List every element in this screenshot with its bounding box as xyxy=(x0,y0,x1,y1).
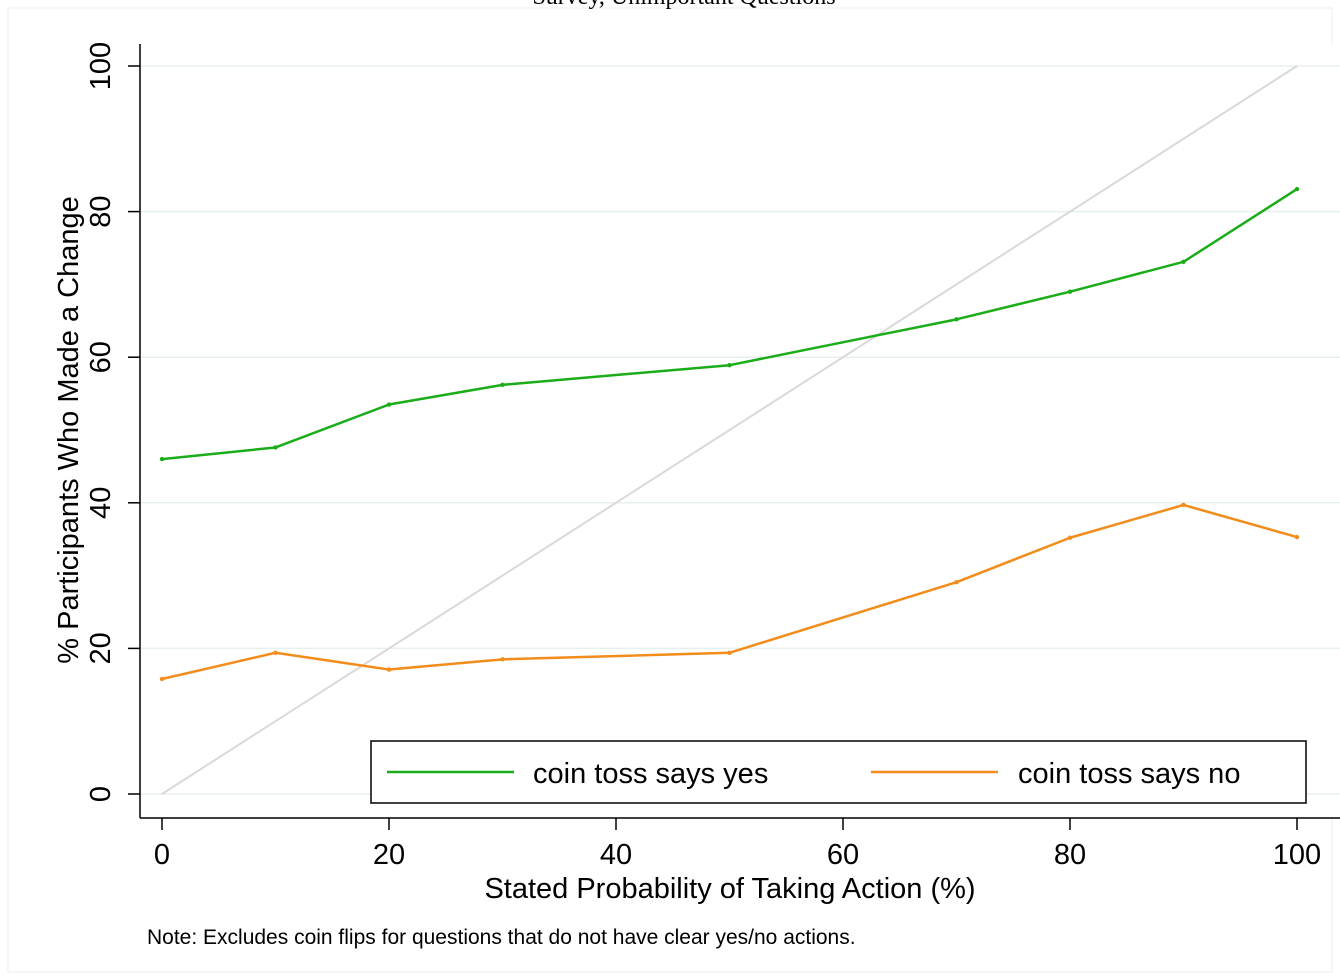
data-point-no-100 xyxy=(1294,534,1300,540)
y-tick-label-60: 60 xyxy=(85,341,117,373)
data-point-yes-100 xyxy=(1294,186,1300,192)
data-point-yes-30 xyxy=(500,382,505,388)
x-tick-label-80: 80 xyxy=(1054,839,1086,871)
x-axis-label: Stated Probability of Taking Action (%) xyxy=(484,873,975,905)
y-tick-label-40: 40 xyxy=(85,487,117,519)
legend-label-yes: coin toss says yes xyxy=(533,758,768,790)
legend-box xyxy=(370,740,1307,804)
data-point-no-70 xyxy=(954,579,959,585)
legend: coin toss says yes coin toss says no xyxy=(370,740,1307,804)
x-tick-label-0: 0 xyxy=(154,839,170,871)
chart-title: Survey, Unimportant Questions xyxy=(532,0,835,10)
data-point-no-80 xyxy=(1067,535,1073,540)
data-point-no-90 xyxy=(1181,502,1186,508)
data-point-no-30 xyxy=(500,657,505,662)
data-point-yes-70 xyxy=(954,317,959,322)
data-point-yes-20 xyxy=(386,402,392,407)
data-point-yes-80 xyxy=(1067,289,1073,294)
data-point-no-10 xyxy=(273,650,278,655)
reference-line xyxy=(161,65,1298,795)
y-tick-label-80: 80 xyxy=(85,195,117,227)
x-tick-label-60: 60 xyxy=(827,839,859,871)
data-point-yes-10 xyxy=(273,445,278,450)
x-tick-label-100: 100 xyxy=(1273,839,1321,871)
data-point-yes-0 xyxy=(159,456,165,462)
y-tick-label-100: 100 xyxy=(85,42,117,90)
chart-note: Note: Excludes coin flips for questions … xyxy=(147,926,856,949)
reference-diagonal xyxy=(161,65,1298,795)
x-ticks: 0 20 40 60 80 100 xyxy=(154,818,1321,871)
data-point-yes-50 xyxy=(727,363,732,368)
y-ticks: 0 20 40 60 80 100 xyxy=(85,42,140,802)
legend-label-no: coin toss says no xyxy=(1018,758,1240,790)
data-point-no-20 xyxy=(386,667,392,672)
series-lines xyxy=(159,186,1300,682)
x-tick-label-20: 20 xyxy=(373,839,405,871)
plot-area xyxy=(140,44,1340,818)
y-tick-label-0: 0 xyxy=(85,786,117,802)
x-tick-label-40: 40 xyxy=(600,839,632,871)
data-point-yes-90 xyxy=(1181,259,1186,265)
y-axis-label: % Participants Who Made a Change xyxy=(53,196,85,663)
data-point-no-0 xyxy=(159,676,165,682)
data-point-no-50 xyxy=(727,650,732,655)
y-tick-label-20: 20 xyxy=(85,632,117,664)
